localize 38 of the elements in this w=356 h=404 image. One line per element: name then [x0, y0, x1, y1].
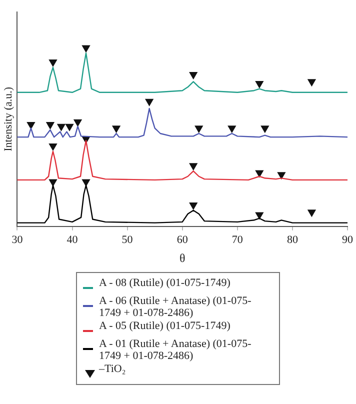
point: [66, 124, 74, 131]
legend-label: A - 05 (Rutile) (01-075-1749): [99, 320, 230, 332]
x-tick-label: 50: [122, 234, 134, 246]
point: [194, 126, 203, 133]
point: [82, 45, 90, 52]
x-tick-label: 30: [12, 234, 24, 246]
x-axis-title: θ: [179, 250, 186, 265]
point: [74, 119, 82, 126]
x-tick-label: 80: [286, 234, 298, 246]
point: [27, 122, 35, 130]
x-tick-label: 70: [232, 234, 244, 246]
point: [277, 172, 286, 180]
point: [228, 126, 236, 133]
point: [57, 124, 66, 131]
y-axis-title: Intensity (a.u.): [2, 86, 14, 152]
point: [46, 122, 54, 130]
point: [308, 210, 316, 217]
x-tick-label: 90: [342, 234, 354, 246]
point: [145, 98, 154, 106]
legend-label: A - 08 (Rutile) (01-075-1749): [99, 277, 230, 289]
legend-label: A - 01 (Rutile + Anatase) (01-075-1749 + 01-078-2486): [99, 338, 252, 362]
point: [49, 60, 57, 67]
point: [255, 80, 264, 88]
legend-label: –TiO₂: [99, 363, 126, 375]
point: [49, 144, 57, 150]
point: [82, 179, 90, 186]
point: [308, 79, 316, 86]
x-tick-label: 40: [66, 234, 78, 246]
point: [189, 163, 198, 170]
point: [189, 202, 198, 210]
point: [112, 126, 120, 133]
x-tick-label: 60: [176, 234, 188, 246]
point: [189, 72, 198, 80]
point: [49, 179, 57, 186]
point: [260, 126, 269, 133]
legend-label: A - 06 (Rutile + Anatase) (01-075-1749 + 01-078-2486): [99, 295, 252, 319]
point: [255, 212, 264, 220]
point: [255, 170, 264, 178]
